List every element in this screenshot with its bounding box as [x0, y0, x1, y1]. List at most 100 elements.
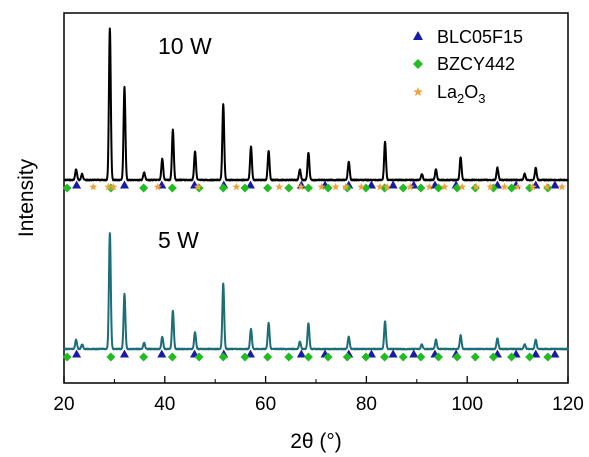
x-tick-label: 40 [154, 394, 175, 415]
star-marker [513, 182, 522, 191]
diamond-marker [167, 352, 177, 362]
x-tick-label: 60 [255, 394, 276, 415]
x-axis-title: 2θ (°) [290, 430, 342, 453]
triangle-marker [296, 349, 306, 358]
star-marker [89, 182, 98, 191]
diamond-marker [263, 352, 273, 362]
series-layer [63, 27, 569, 351]
star-marker [542, 182, 551, 191]
star-marker [331, 182, 340, 191]
star-marker [104, 182, 113, 191]
triangle-marker [119, 349, 129, 358]
legend-label-la2o3: La2O3 [437, 82, 486, 106]
triangle-marker [245, 349, 255, 358]
star-marker [472, 182, 481, 191]
triangle-marker [531, 349, 541, 358]
triangle-marker [388, 180, 398, 189]
diamond-marker [380, 352, 390, 362]
diamond-marker [194, 352, 204, 362]
legend-triangle-icon [413, 31, 423, 40]
legend-la2o3-o: O [464, 82, 478, 102]
diamond-marker [416, 183, 426, 193]
diamond-marker [342, 352, 352, 362]
diamond-marker [488, 352, 498, 362]
star-marker [528, 182, 537, 191]
triangle-marker [72, 180, 82, 189]
diamond-marker [284, 352, 294, 362]
diamond-marker [398, 352, 408, 362]
legend: BLC05F15 BZCY442 La2O3 [413, 27, 523, 106]
legend-star-icon [413, 87, 423, 97]
star-marker [275, 182, 284, 191]
x-tick-label: 100 [451, 394, 483, 415]
triangle-marker [157, 349, 167, 358]
diamond-marker [507, 352, 517, 362]
diamond-marker [543, 352, 553, 362]
triangle-marker [550, 180, 560, 189]
diamond-marker [470, 352, 480, 362]
legend-la2o3-la: La [437, 82, 458, 102]
star-marker [486, 182, 495, 191]
triangle-marker [119, 180, 129, 189]
triangle-marker [245, 180, 255, 189]
star-marker [232, 182, 241, 191]
diamond-marker [284, 183, 294, 193]
diamond-marker [167, 183, 177, 193]
diamond-marker [263, 183, 273, 193]
star-marker [317, 182, 326, 191]
legend-la2o3-sub2: 3 [478, 91, 485, 106]
x-tick-label: 20 [53, 394, 74, 415]
legend-label-blc05f15: BLC05F15 [437, 27, 523, 47]
x-axis: 20 40 60 80 100 120 [53, 376, 584, 415]
diamond-marker [218, 352, 228, 362]
star-marker [296, 182, 305, 191]
star-marker [153, 182, 162, 191]
triangle-marker [72, 349, 82, 358]
diamond-marker [323, 183, 333, 193]
diamond-marker [218, 183, 228, 193]
diamond-marker [303, 183, 313, 193]
star-marker [557, 182, 566, 191]
star-marker [383, 182, 392, 191]
diamond-marker [525, 352, 535, 362]
diamond-marker [398, 183, 408, 193]
star-marker [440, 182, 449, 191]
diamond-marker [361, 352, 371, 362]
y-axis-title: Intensity [15, 158, 38, 237]
x-tick-label: 80 [356, 394, 377, 415]
star-marker [357, 182, 366, 191]
triangle-marker [409, 349, 419, 358]
diamond-marker [62, 183, 72, 193]
series-line-0 [63, 27, 569, 182]
legend-label-bzcy442: BZCY442 [437, 54, 515, 74]
triangle-marker [550, 349, 560, 358]
marker-layer [62, 180, 566, 362]
star-marker [425, 182, 434, 191]
star-marker [341, 182, 350, 191]
x-tick-label: 120 [552, 394, 584, 415]
legend-diamond-icon [413, 59, 423, 69]
panel-label-10w: 10 W [158, 33, 212, 59]
diamond-marker [303, 352, 313, 362]
diamond-marker [452, 352, 462, 362]
diamond-marker [62, 352, 72, 362]
star-marker [406, 182, 415, 191]
diamond-marker [139, 183, 149, 193]
diamond-marker [106, 352, 116, 362]
star-marker [194, 182, 203, 191]
triangle-marker [366, 180, 376, 189]
diamond-marker [433, 352, 443, 362]
star-marker [109, 182, 118, 191]
series-line-1 [63, 232, 569, 351]
star-marker [500, 182, 509, 191]
star-marker [458, 182, 467, 191]
star-marker [376, 182, 384, 191]
diamond-marker [416, 352, 426, 362]
legend-la2o3-sub1: 2 [457, 91, 464, 106]
diamond-marker [240, 352, 250, 362]
panel-label-5w: 5 W [158, 227, 199, 253]
diamond-marker [323, 352, 333, 362]
triangle-marker [388, 349, 398, 358]
diamond-marker [139, 352, 149, 362]
